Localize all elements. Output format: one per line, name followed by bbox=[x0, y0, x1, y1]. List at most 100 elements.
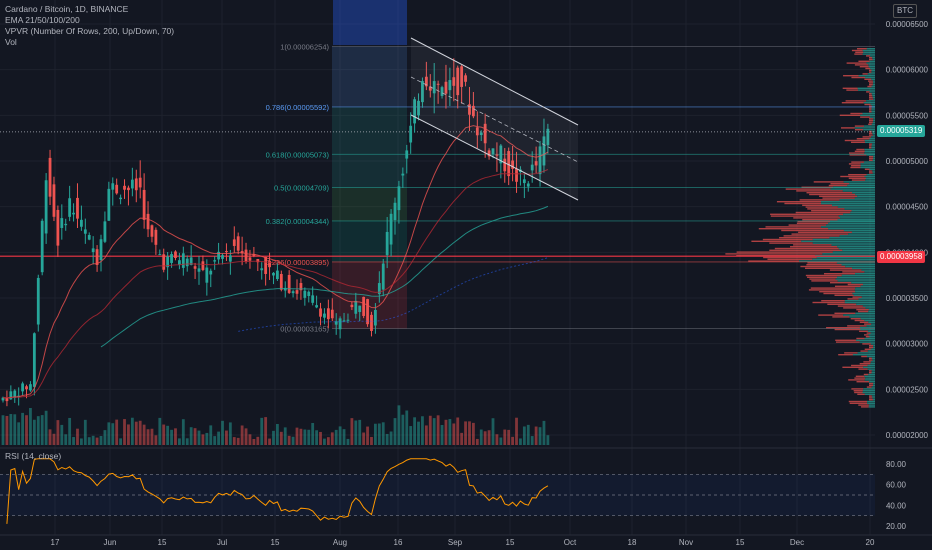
volume-bar bbox=[475, 438, 479, 445]
volume-indicator-label[interactable]: Vol bbox=[5, 37, 17, 47]
vpvr-bar-up bbox=[841, 274, 875, 277]
ema-indicator-label[interactable]: EMA 21/50/100/200 bbox=[5, 15, 80, 25]
candle-body bbox=[170, 254, 173, 263]
candle-body bbox=[468, 104, 471, 115]
vpvr-bar-up bbox=[858, 89, 875, 91]
currency-badge[interactable]: BTC bbox=[893, 4, 917, 18]
candle-body bbox=[319, 308, 322, 317]
candle-body bbox=[303, 290, 307, 298]
volume-bar bbox=[483, 431, 487, 445]
candle-body bbox=[452, 77, 456, 86]
vpvr-bar-down bbox=[796, 222, 829, 224]
volume-bar bbox=[354, 420, 358, 445]
vpvr-bar-down bbox=[869, 121, 873, 124]
vpvr-bar-down bbox=[807, 262, 837, 264]
volume-bar bbox=[448, 419, 452, 445]
candle-body bbox=[25, 386, 28, 390]
vpvr-bar-down bbox=[842, 366, 864, 368]
volume-bar bbox=[178, 438, 181, 445]
vpvr-bar-up bbox=[858, 298, 875, 300]
vpvr-bar-up bbox=[867, 364, 875, 367]
candle-body bbox=[209, 270, 213, 275]
candle-body bbox=[193, 266, 197, 269]
volume-bar bbox=[40, 415, 44, 445]
vpvr-indicator-label[interactable]: VPVR (Number Of Rows, 200, Up/Down, 70) bbox=[5, 26, 175, 36]
fib-zone bbox=[332, 154, 407, 188]
candle-body bbox=[119, 197, 122, 200]
candle-body bbox=[479, 132, 483, 136]
candle-body bbox=[276, 270, 279, 280]
vpvr-bar-up bbox=[864, 148, 875, 151]
vpvr-bar-up bbox=[855, 287, 875, 289]
candle-body bbox=[197, 268, 201, 272]
vpvr-bar-up bbox=[872, 397, 875, 399]
vpvr-bar-down bbox=[813, 181, 844, 183]
vpvr-bar-down bbox=[859, 363, 871, 365]
volume-bar bbox=[291, 436, 295, 445]
volume-bar bbox=[499, 437, 503, 445]
volume-bar bbox=[487, 430, 491, 445]
vpvr-bar-down bbox=[774, 247, 839, 250]
vpvr-bar-up bbox=[873, 346, 875, 349]
candle-body bbox=[542, 136, 546, 166]
volume-bar bbox=[146, 429, 150, 445]
vpvr-bar-up bbox=[854, 197, 875, 199]
vpvr-bar-up bbox=[852, 354, 875, 356]
vpvr-bar-down bbox=[805, 274, 842, 277]
vpvr-bar-down bbox=[869, 134, 873, 136]
vpvr-bar-down bbox=[857, 310, 869, 313]
vpvr-bar-down bbox=[856, 337, 865, 340]
fib-level-label: 0.618(0.00005073) bbox=[266, 150, 330, 159]
vpvr-bar-up bbox=[872, 399, 875, 401]
vpvr-bar-up bbox=[866, 325, 875, 327]
volume-bar bbox=[468, 421, 471, 445]
volume-bar bbox=[68, 417, 72, 445]
vpvr-bar-up bbox=[868, 321, 875, 323]
vpvr-bar-down bbox=[834, 312, 856, 314]
volume-bar bbox=[546, 435, 550, 445]
volume-bar bbox=[197, 430, 201, 445]
candle-body bbox=[475, 127, 479, 136]
vpvr-bar-down bbox=[858, 368, 868, 370]
vpvr-bar-down bbox=[812, 301, 845, 304]
vpvr-bar-down bbox=[869, 94, 873, 97]
vpvr-bar-up bbox=[871, 78, 875, 80]
vpvr-bar-up bbox=[830, 188, 875, 190]
vpvr-bar-up bbox=[867, 368, 875, 370]
candle-body bbox=[362, 296, 366, 316]
vpvr-bar-up bbox=[860, 285, 875, 287]
volume-bar bbox=[256, 436, 260, 445]
vpvr-bar-up bbox=[870, 361, 875, 363]
fib-zone bbox=[332, 46, 407, 107]
volume-bar bbox=[538, 427, 542, 445]
vpvr-bar-up bbox=[865, 307, 875, 309]
volume-bar bbox=[87, 437, 91, 445]
volume-bar bbox=[350, 418, 354, 445]
vpvr-bar-down bbox=[823, 273, 856, 275]
vpvr-bar-up bbox=[863, 51, 875, 53]
vpvr-bar-down bbox=[736, 251, 833, 253]
vpvr-bar-up bbox=[866, 355, 875, 358]
vpvr-bar-down bbox=[869, 145, 872, 147]
rsi-indicator-label[interactable]: RSI (14, close) bbox=[5, 451, 62, 461]
vpvr-bar-down bbox=[797, 220, 831, 223]
vpvr-bar-down bbox=[857, 393, 865, 395]
volume-bars bbox=[1, 405, 550, 445]
vpvr-bar-down bbox=[863, 373, 869, 376]
vpvr-bar-down bbox=[829, 269, 862, 271]
volume-bar bbox=[334, 429, 338, 445]
vpvr-bar-up bbox=[843, 229, 875, 232]
vpvr-bar-down bbox=[869, 345, 874, 347]
vpvr-bar-up bbox=[871, 143, 875, 145]
vpvr-bar-down bbox=[869, 399, 873, 401]
vpvr-bar-up bbox=[870, 332, 875, 334]
vpvr-bar-down bbox=[809, 278, 836, 280]
vpvr-bar-up bbox=[812, 238, 875, 241]
vpvr-bar-down bbox=[781, 229, 844, 232]
vpvr-bar-up bbox=[844, 208, 875, 210]
descending-channel bbox=[410, 37, 579, 201]
vpvr-bar-down bbox=[788, 224, 827, 226]
vpvr-bar-down bbox=[847, 283, 863, 286]
vpvr-bar-up bbox=[870, 343, 875, 345]
